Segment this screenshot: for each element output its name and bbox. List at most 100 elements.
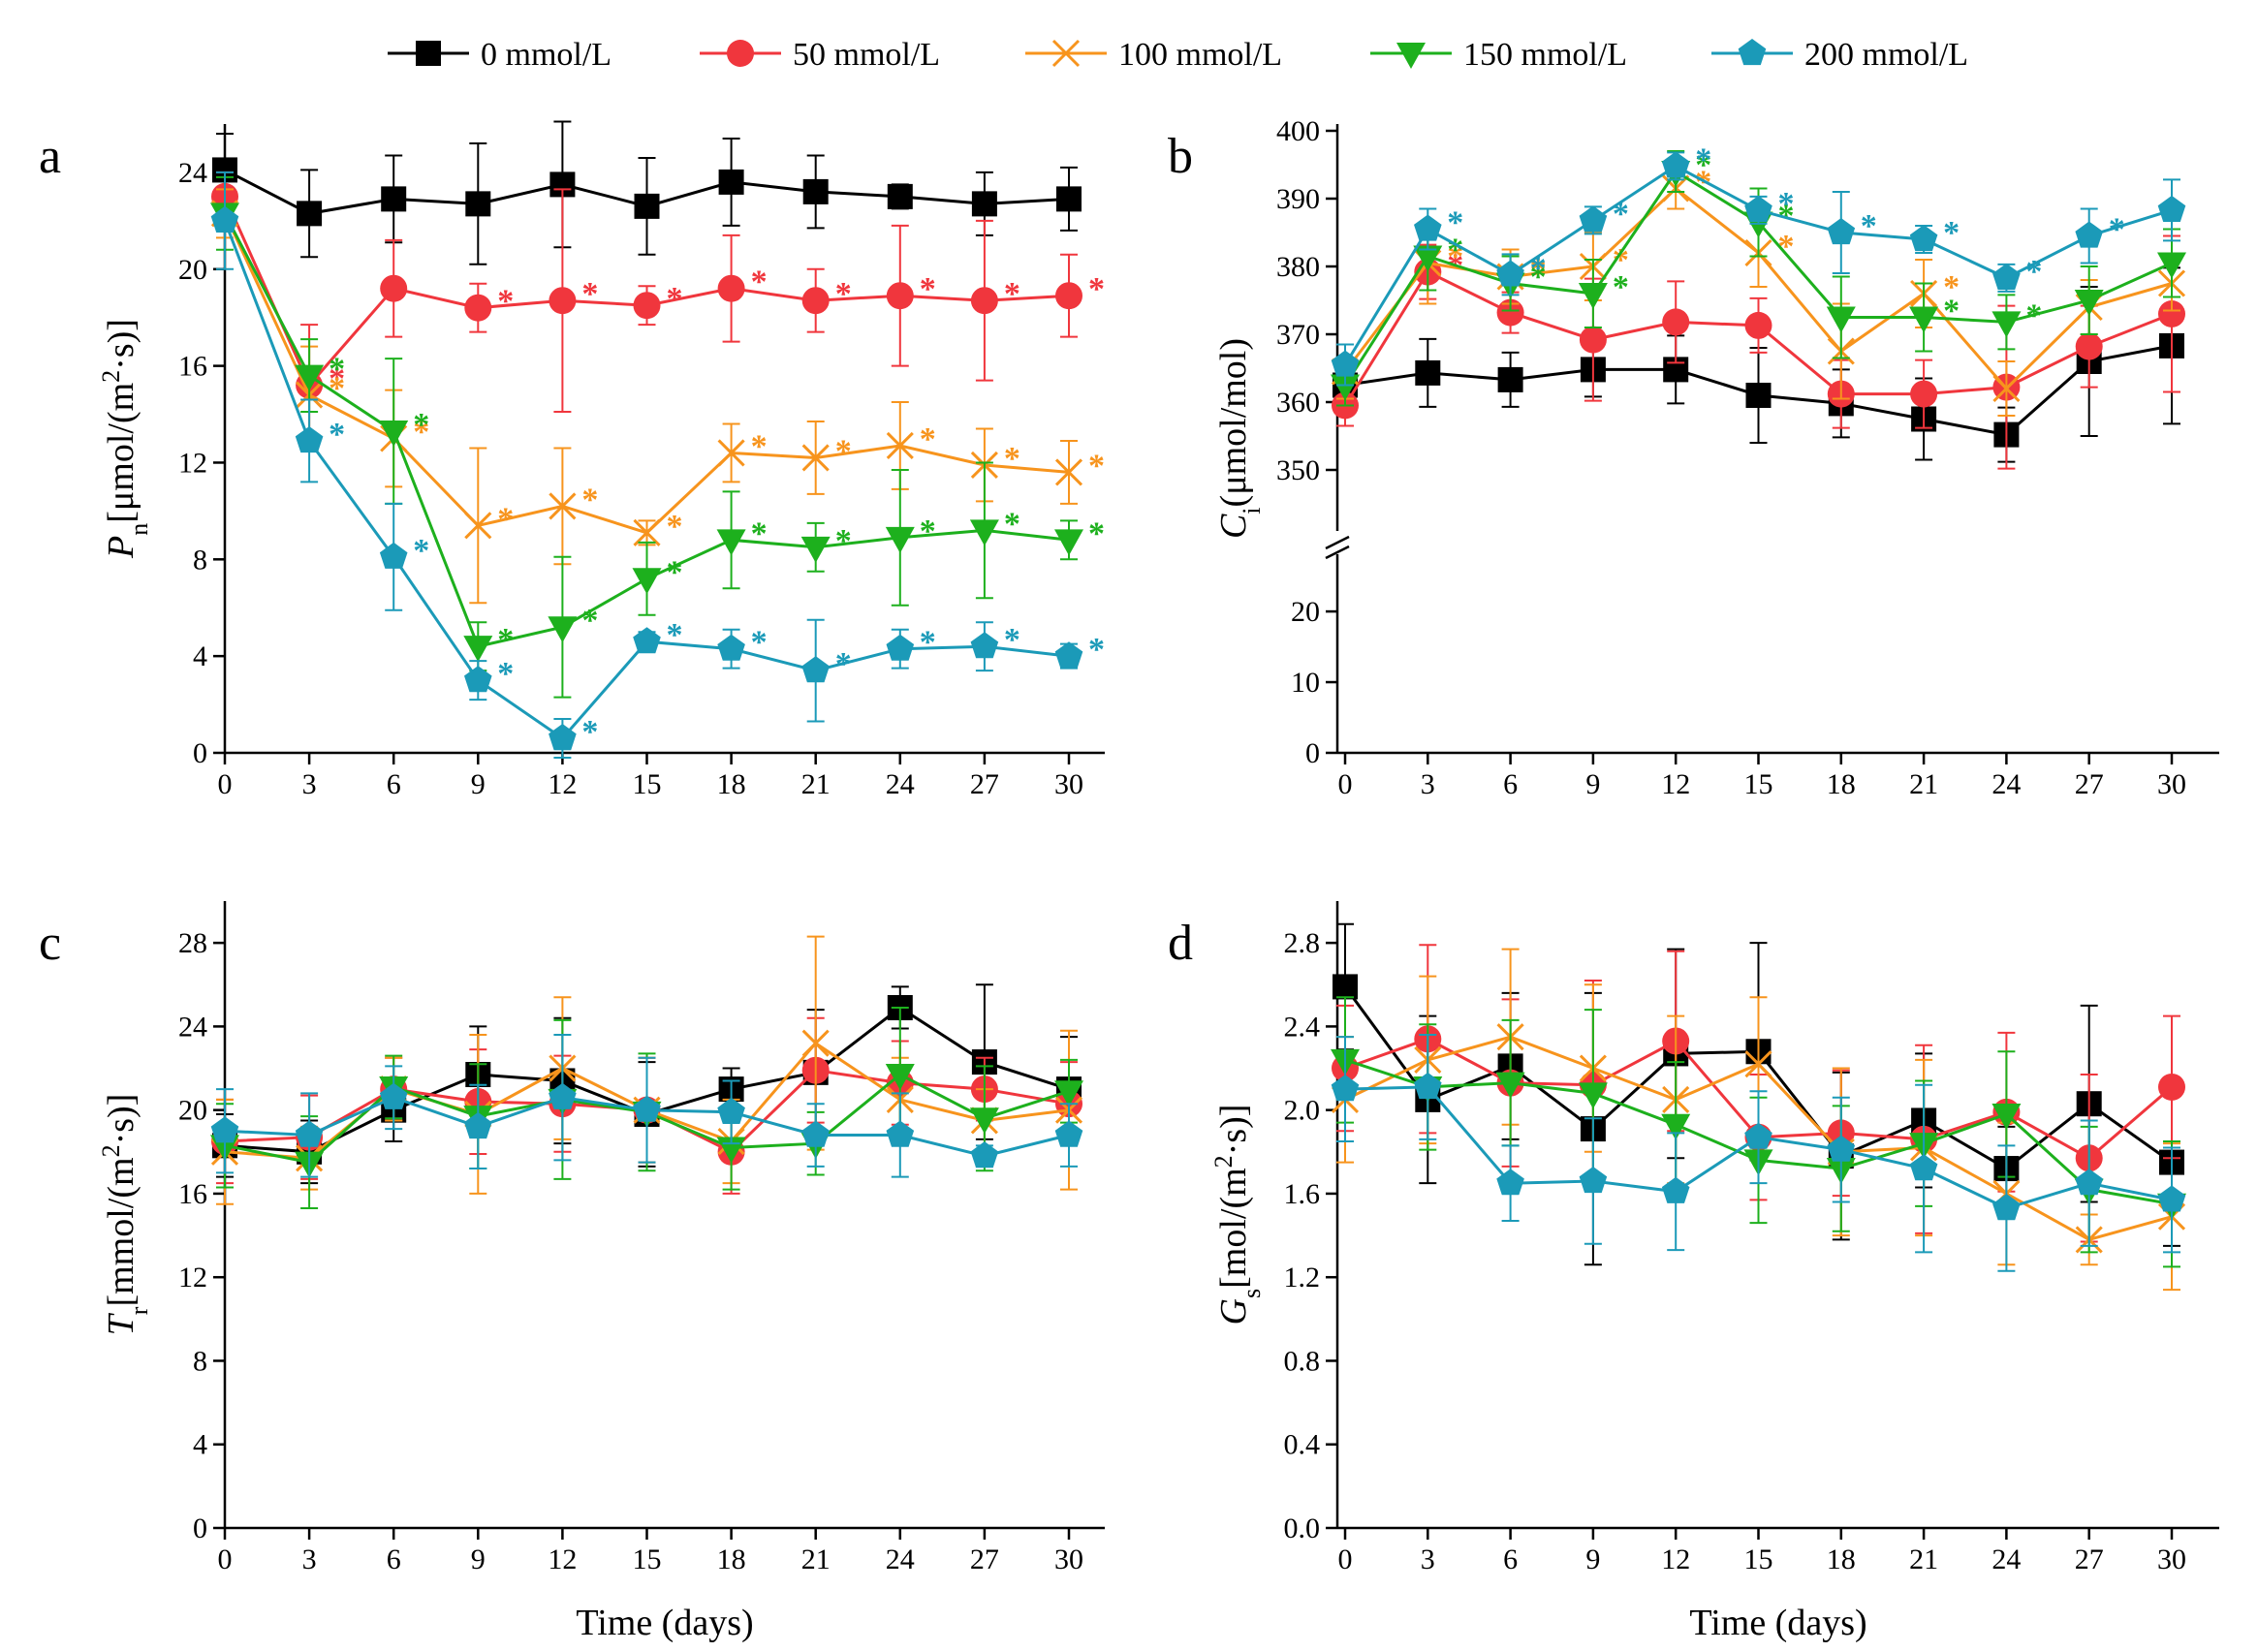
x-tick-label: 9 bbox=[471, 1543, 486, 1575]
data-point bbox=[1579, 1167, 1608, 1194]
data-point bbox=[1414, 1072, 1442, 1100]
data-point bbox=[633, 1095, 661, 1122]
x-tick-label: 24 bbox=[886, 768, 915, 800]
data-point bbox=[1662, 308, 1690, 336]
data-point bbox=[549, 1082, 577, 1109]
data-point bbox=[1827, 218, 1856, 245]
data-point bbox=[801, 1120, 830, 1147]
x-tick-label: 30 bbox=[2157, 1543, 2186, 1575]
y-tick-label: 0 bbox=[1305, 737, 1320, 769]
series-200-mmol-L: ***** *** * * bbox=[210, 171, 1105, 759]
data-point bbox=[1413, 245, 1443, 272]
data-point bbox=[1992, 1194, 2021, 1221]
significance-star: * bbox=[920, 625, 936, 661]
x-tick-label: 24 bbox=[1991, 768, 2021, 800]
data-point bbox=[970, 1141, 999, 1169]
y-tick-label: 8 bbox=[193, 544, 207, 576]
data-point bbox=[1333, 974, 1358, 1000]
panel-letter: c bbox=[39, 916, 61, 971]
panel-a-chart: 0 4 8 12 16 20 24 0 3 6 9 12 15 18 21 24 27 30 a Pn[μmol/(m… bbox=[39, 120, 1105, 800]
y-tick-label: 2.0 bbox=[1284, 1095, 1321, 1127]
significance-star: * bbox=[1613, 269, 1629, 305]
data-point bbox=[210, 1116, 239, 1143]
series-0-mmol-L bbox=[1333, 266, 2184, 463]
x-tick-label: 0 bbox=[1338, 768, 1353, 800]
data-point bbox=[718, 169, 744, 195]
x-tick-label: 21 bbox=[1909, 1543, 1938, 1575]
data-point bbox=[463, 636, 493, 663]
data-point bbox=[379, 1082, 408, 1109]
y-label-unit: [mol/(m bbox=[1213, 1168, 1254, 1289]
significance-star: * bbox=[835, 433, 852, 469]
x-tick-label: 18 bbox=[717, 768, 746, 800]
data-point bbox=[549, 287, 577, 315]
data-point bbox=[886, 634, 915, 661]
significance-star: * bbox=[1695, 147, 1711, 183]
significance-star: * bbox=[2025, 254, 2042, 290]
y-tick-label: 360 bbox=[1276, 387, 1320, 419]
significance-star: * bbox=[1943, 215, 1960, 251]
x-tick-label: 6 bbox=[387, 1543, 401, 1575]
x-tick-label: 30 bbox=[1054, 768, 1083, 800]
y-label-unit-end: ·s)] bbox=[101, 1094, 141, 1145]
x-tick-label: 27 bbox=[2075, 768, 2104, 800]
data-point bbox=[1496, 1169, 1524, 1196]
series-200-mmol-L bbox=[1331, 1034, 2186, 1272]
significance-star: * bbox=[497, 656, 514, 692]
y-tick-label: 380 bbox=[1276, 251, 1320, 283]
significance-star: * bbox=[1088, 271, 1105, 307]
data-point bbox=[633, 627, 661, 654]
data-point bbox=[1909, 306, 1939, 333]
x-tick-label: 6 bbox=[1503, 1543, 1518, 1575]
data-point bbox=[970, 287, 998, 315]
y-label-symbol: P bbox=[101, 536, 141, 559]
series-150-mmol-L: ****** * * * * bbox=[210, 175, 1105, 699]
y-tick-label: 12 bbox=[178, 447, 207, 479]
significance-star: * bbox=[751, 428, 768, 464]
series-100-mmol-L: * * * * * * * * * * bbox=[210, 188, 1105, 605]
legend-label: 150 mmol/L bbox=[1463, 37, 1627, 73]
x-tick-label: 27 bbox=[970, 1543, 999, 1575]
data-point bbox=[1054, 1080, 1083, 1107]
panel-letter: b bbox=[1168, 129, 1193, 184]
x-tick-label: 18 bbox=[1827, 1543, 1856, 1575]
data-point bbox=[1495, 1072, 1525, 1099]
data-point bbox=[1054, 641, 1083, 669]
significance-star: * bbox=[1943, 294, 1960, 329]
x-tick-label: 3 bbox=[302, 1543, 317, 1575]
data-point bbox=[380, 274, 408, 302]
data-point bbox=[632, 568, 662, 595]
y-tick-label: 0.0 bbox=[1284, 1512, 1321, 1544]
x-tick-label: 27 bbox=[970, 768, 999, 800]
data-point bbox=[1331, 1075, 1360, 1102]
significance-star: * bbox=[1530, 250, 1547, 286]
y-label-symbol: G bbox=[1213, 1298, 1254, 1325]
data-point bbox=[885, 1064, 915, 1091]
x-tick-label: 15 bbox=[633, 1543, 662, 1575]
significance-star: * bbox=[497, 284, 514, 320]
data-point bbox=[464, 666, 492, 693]
y-axis-label: Ci(μmol/mol) bbox=[1213, 338, 1266, 539]
x-tick-label: 6 bbox=[387, 768, 401, 800]
x-tick-label: 30 bbox=[1054, 1543, 1083, 1575]
x-tick-label: 15 bbox=[633, 768, 662, 800]
y-tick-label: 1.6 bbox=[1284, 1178, 1321, 1210]
y-tick-label: 390 bbox=[1276, 183, 1320, 215]
data-point bbox=[717, 1097, 745, 1124]
significance-star: * bbox=[581, 603, 598, 639]
data-point bbox=[1744, 311, 1772, 339]
legend-label: 200 mmol/L bbox=[1804, 37, 1968, 73]
legend-label: 100 mmol/L bbox=[1118, 37, 1282, 73]
data-point bbox=[295, 426, 324, 453]
axis-break-mark bbox=[1325, 535, 1350, 550]
y-tick-label: 8 bbox=[193, 1345, 207, 1377]
significance-star: * bbox=[1004, 622, 1020, 658]
data-point bbox=[2074, 290, 2104, 316]
data-point bbox=[2075, 332, 2103, 360]
significance-star: * bbox=[1695, 141, 1711, 177]
data-point bbox=[1991, 1103, 2022, 1130]
y-label-subscript: n bbox=[125, 523, 153, 536]
y-tick-label: 350 bbox=[1276, 454, 1320, 486]
x-tick-label: 3 bbox=[1421, 768, 1435, 800]
